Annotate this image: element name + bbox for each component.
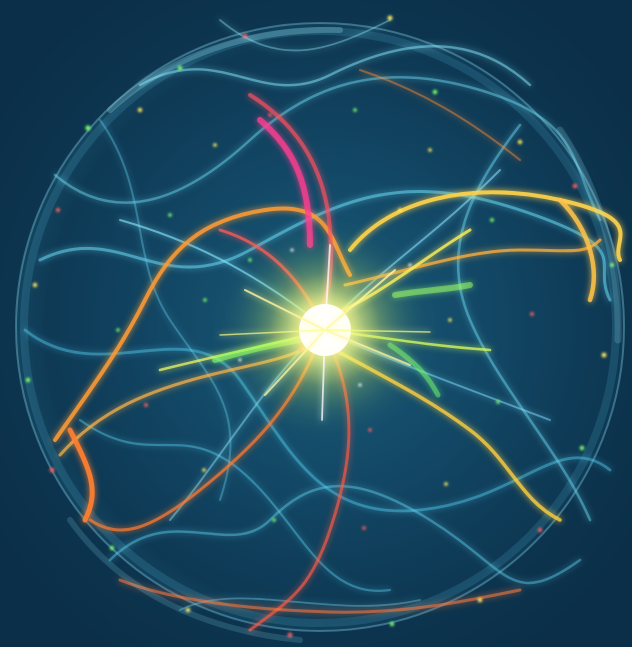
sparkles	[25, 15, 615, 638]
warm-filaments	[53, 69, 623, 632]
core-spikes	[219, 244, 431, 421]
sphere-highlights	[67, 26, 622, 643]
